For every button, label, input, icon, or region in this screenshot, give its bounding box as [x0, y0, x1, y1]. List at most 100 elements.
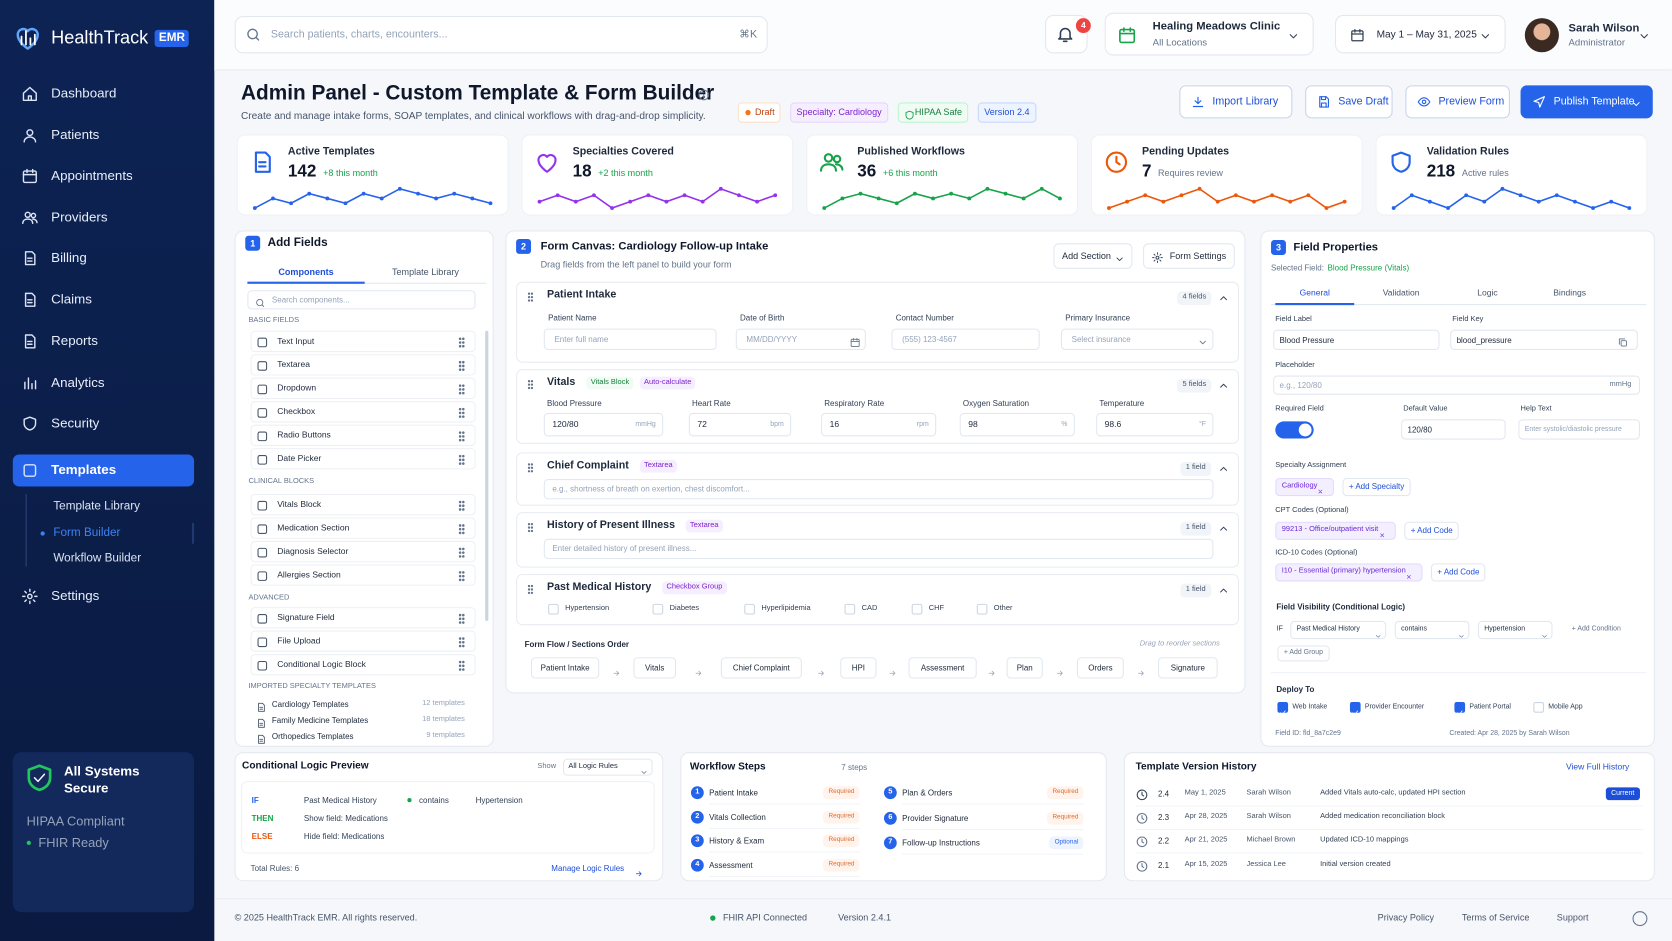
field-textarea[interactable]	[543, 479, 1214, 500]
header-button-label[interactable]: Import Library	[1212, 96, 1279, 108]
footer-link[interactable]: Support	[1556, 912, 1589, 923]
nav-item[interactable]: Appointments	[51, 168, 133, 183]
component-item[interactable]	[250, 493, 476, 516]
search-box[interactable]	[234, 16, 768, 54]
logic-filter[interactable]	[563, 758, 653, 776]
nav-item[interactable]: Settings	[51, 588, 100, 604]
add-button[interactable]: + Add Specialty	[1348, 481, 1405, 492]
deploy-checkbox[interactable]	[1349, 702, 1361, 713]
template-name[interactable]: Orthopedics Templates	[271, 731, 354, 741]
field-input[interactable]	[891, 328, 1040, 350]
add-condition[interactable]: + Add Condition	[1571, 625, 1621, 633]
subnav-item[interactable]: Template Library	[53, 499, 141, 513]
flow-step[interactable]	[720, 657, 802, 679]
tab[interactable]: Bindings	[1553, 288, 1586, 298]
help-button[interactable]	[1632, 911, 1648, 927]
canvas-action[interactable]	[1053, 243, 1133, 269]
component-item[interactable]	[250, 540, 476, 563]
checkbox[interactable]	[652, 603, 664, 615]
subnav-item[interactable]: Form Builder	[53, 526, 121, 540]
nav-item[interactable]: Analytics	[51, 375, 105, 390]
tab[interactable]: Logic	[1477, 288, 1498, 298]
component-item[interactable]	[250, 630, 476, 652]
tab[interactable]: Template Library	[391, 266, 459, 278]
checkbox[interactable]	[911, 603, 923, 615]
flow-step[interactable]	[1006, 657, 1043, 679]
logic-select[interactable]	[1290, 620, 1387, 640]
nav-item[interactable]: Reports	[51, 333, 98, 349]
nav-item[interactable]: Providers	[51, 209, 108, 225]
add-group-box[interactable]	[1277, 644, 1330, 661]
canvas-action-label[interactable]: Form Settings	[1169, 250, 1227, 262]
tab[interactable]: General	[1299, 288, 1330, 298]
canvas-action-label[interactable]: Add Section	[1062, 250, 1111, 262]
component-item[interactable]	[250, 448, 476, 470]
footer-link[interactable]: Terms of Service	[1461, 912, 1530, 923]
header-button[interactable]	[1179, 85, 1293, 119]
nav-item[interactable]: Patients	[51, 127, 100, 143]
nav-item[interactable]: Templates	[51, 462, 117, 478]
manage-link[interactable]: Manage Logic Rules	[551, 863, 625, 874]
checkbox[interactable]	[744, 603, 755, 615]
add-button-box[interactable]	[1404, 521, 1459, 540]
flow-step[interactable]	[1076, 657, 1124, 679]
flow-step[interactable]	[908, 657, 977, 679]
component-item[interactable]	[250, 564, 476, 586]
avatar[interactable]	[1524, 18, 1559, 53]
add-button[interactable]: + Add Code	[1437, 567, 1480, 577]
component-item[interactable]	[250, 401, 476, 423]
tab[interactable]: Components	[278, 266, 334, 278]
nav-item[interactable]: Billing	[51, 250, 87, 266]
field-input[interactable]	[1273, 329, 1440, 350]
history-link[interactable]: View Full History	[1565, 761, 1630, 772]
form-section[interactable]	[516, 452, 1240, 506]
logic-select[interactable]	[1394, 620, 1470, 640]
field-input[interactable]	[735, 328, 866, 350]
add-button-box[interactable]	[1342, 477, 1411, 496]
checkbox[interactable]	[548, 603, 559, 615]
flow-step[interactable]	[1158, 657, 1218, 679]
field-input[interactable]	[688, 412, 792, 437]
component-item[interactable]	[250, 354, 476, 376]
form-section[interactable]	[516, 281, 1240, 363]
template-name[interactable]: Family Medicine Templates	[271, 715, 369, 725]
field-input[interactable]	[1096, 412, 1214, 437]
field-input[interactable]	[1401, 419, 1506, 440]
component-item[interactable]	[250, 607, 476, 629]
template-name[interactable]: Cardiology Templates	[271, 699, 349, 709]
checkbox[interactable]	[844, 603, 856, 615]
subnav-item[interactable]: Workflow Builder	[53, 552, 142, 565]
add-button[interactable]: + Add Code	[1410, 525, 1453, 536]
nav-item[interactable]: Claims	[51, 291, 92, 307]
flow-step[interactable]	[531, 657, 600, 679]
component-item[interactable]	[250, 424, 476, 446]
component-search[interactable]	[247, 290, 476, 310]
tab[interactable]: Validation	[1382, 288, 1420, 298]
field-textarea[interactable]	[543, 538, 1214, 560]
field-input[interactable]	[1450, 329, 1638, 350]
component-item[interactable]	[250, 330, 476, 353]
field-input[interactable]	[959, 412, 1075, 437]
add-group[interactable]: + Add Group	[1283, 648, 1323, 657]
footer-link[interactable]: Privacy Policy	[1377, 912, 1435, 923]
add-button-box[interactable]	[1430, 562, 1486, 581]
field-input[interactable]	[1060, 328, 1214, 350]
component-item[interactable]	[250, 654, 476, 676]
nav-item[interactable]: Dashboard	[51, 85, 117, 101]
component-item[interactable]	[250, 377, 476, 400]
field-input[interactable]	[1518, 419, 1640, 440]
component-item[interactable]	[250, 517, 476, 539]
clinic-select[interactable]	[1104, 12, 1314, 56]
header-button-label[interactable]: Publish Template	[1553, 96, 1635, 108]
deploy-checkbox[interactable]	[1454, 702, 1466, 713]
deploy-checkbox[interactable]	[1533, 702, 1545, 713]
flow-step[interactable]	[840, 657, 877, 679]
flow-step[interactable]	[633, 657, 677, 679]
field-input[interactable]	[543, 328, 717, 350]
deploy-checkbox[interactable]	[1277, 702, 1289, 713]
form-section[interactable]	[516, 573, 1240, 626]
field-input[interactable]	[1273, 375, 1640, 395]
header-button-label[interactable]: Save Draft	[1338, 96, 1389, 108]
field-input[interactable]	[821, 412, 937, 437]
checkbox[interactable]	[976, 603, 988, 615]
